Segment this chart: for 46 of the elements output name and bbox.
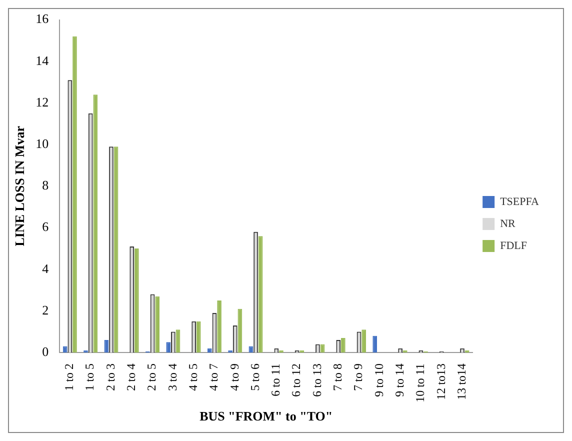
bar <box>196 321 201 353</box>
bar <box>166 342 171 353</box>
bar <box>341 338 346 353</box>
y-tick-label: 6 <box>42 219 50 234</box>
x-tick-label: 9 to 10 <box>372 364 386 397</box>
x-tick-label: 6 to 12 <box>289 364 304 397</box>
x-axis-title: BUS "FROM" to "TO" <box>200 408 333 424</box>
x-tick-label: 1 to 5 <box>82 364 97 391</box>
x-tick-label: 4 to 9 <box>227 364 242 391</box>
bar <box>93 94 98 353</box>
y-axis-title: LINE LOSS IN Mvar <box>12 126 28 246</box>
bar <box>104 340 109 353</box>
x-tick-label: 13 to14 <box>454 364 468 400</box>
y-tick-label: 12 <box>36 94 49 110</box>
x-tick-label: 6 to 13 <box>310 364 324 397</box>
bar <box>217 300 222 353</box>
x-tick-label: 2 to 3 <box>103 364 118 391</box>
y-tick-label: 0 <box>42 344 49 359</box>
x-tick-label: 3 to 4 <box>165 364 180 391</box>
y-tick-label: 4 <box>42 260 50 276</box>
y-tick-label: 8 <box>42 178 49 193</box>
y-tick-label: 16 <box>36 11 50 26</box>
x-tick-label: 4 to 7 <box>206 364 221 391</box>
y-tick-label: 10 <box>36 136 49 151</box>
x-tick-label: 6 to 11 <box>268 364 283 396</box>
x-tick-label: 9 to 14 <box>392 364 406 397</box>
x-tick-label: 2 to 5 <box>144 364 159 391</box>
legend-label: FDLF <box>500 240 527 252</box>
bar <box>362 330 366 353</box>
bar <box>134 248 139 353</box>
y-tick-label: 2 <box>42 302 49 318</box>
x-tick-label: 7 to 8 <box>330 364 345 391</box>
x-tick-label: 5 to 6 <box>248 364 262 391</box>
y-tick-label: 14 <box>36 52 50 68</box>
x-tick-label: 1 to 2 <box>62 364 76 391</box>
bar <box>72 36 77 353</box>
bar <box>258 236 263 353</box>
x-tick-label: 2 to 4 <box>124 364 138 391</box>
x-tick-label: 12 to13 <box>434 364 448 400</box>
bar <box>155 296 160 353</box>
legend-label: TSEPFA <box>500 196 540 208</box>
x-tick-label: 7 to 9 <box>351 364 366 391</box>
legend-label: NR <box>500 218 516 230</box>
x-tick-label: 10 to 11 <box>413 364 428 402</box>
bar <box>372 336 378 353</box>
x-tick-label: 4 to 5 <box>186 364 200 391</box>
